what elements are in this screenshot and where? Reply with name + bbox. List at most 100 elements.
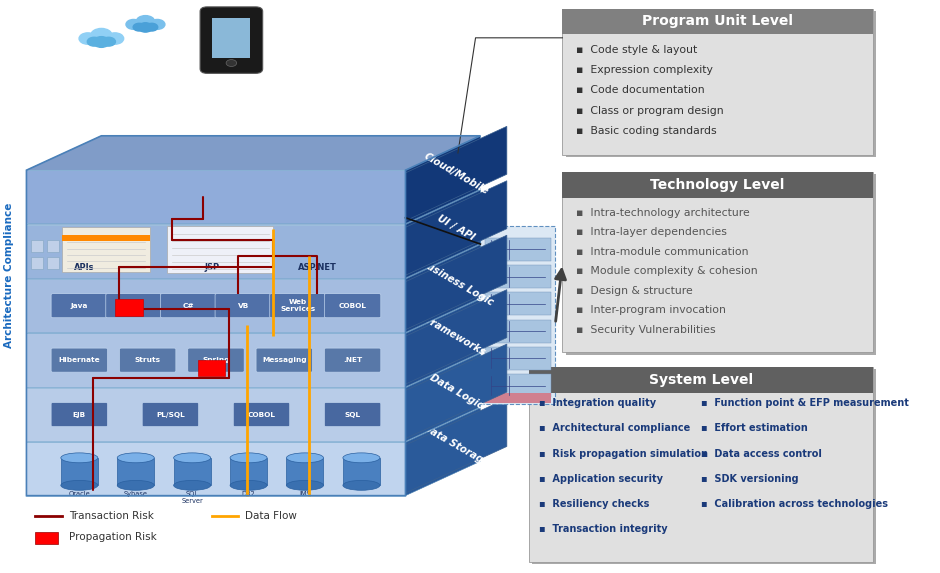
Text: ▪  Application security: ▪ Application security [540,474,664,484]
Polygon shape [405,299,480,387]
Text: Sybase: Sybase [124,491,148,497]
Text: ▪  Design & structure: ▪ Design & structure [575,286,693,296]
Text: ▪  Data access control: ▪ Data access control [700,449,822,458]
Text: Program Unit Level: Program Unit Level [642,14,793,29]
Ellipse shape [118,453,154,463]
Text: Struts: Struts [134,357,161,363]
Text: ▪  Inter-program invocation: ▪ Inter-program invocation [575,305,726,315]
Ellipse shape [343,453,380,463]
Text: Technology Level: Technology Level [650,178,785,192]
Text: ▪  Effort estimation: ▪ Effort estimation [700,423,807,433]
FancyBboxPatch shape [270,293,326,317]
Bar [62,227,149,272]
Text: Propagation Risk: Propagation Risk [69,532,156,543]
FancyBboxPatch shape [215,293,272,317]
Text: ▪  Function point & EFP measurement: ▪ Function point & EFP measurement [700,398,909,408]
Text: ▪  Code style & layout: ▪ Code style & layout [575,45,697,54]
Circle shape [126,19,141,29]
Text: JSP: JSP [204,263,219,272]
FancyBboxPatch shape [233,402,290,426]
Text: Messaging: Messaging [262,357,306,363]
FancyBboxPatch shape [51,348,107,372]
Bar [485,374,551,397]
Bar [566,11,876,157]
Bar [198,360,225,376]
Text: ▪  Transaction integrity: ▪ Transaction integrity [540,524,668,534]
Text: C++: C++ [125,303,143,309]
Polygon shape [26,225,405,278]
Text: ▪  Module complexity & cohesion: ▪ Module complexity & cohesion [575,266,758,276]
FancyBboxPatch shape [188,348,244,372]
Text: ▪  Security Vulnerabilities: ▪ Security Vulnerabilities [575,325,715,335]
Text: APIs: APIs [73,263,94,272]
Circle shape [133,23,145,31]
Text: C#: C# [183,303,195,309]
Circle shape [90,29,112,42]
Text: Web
Services: Web Services [280,299,316,312]
Text: ▪  Calibration across technologies: ▪ Calibration across technologies [700,499,887,509]
FancyBboxPatch shape [106,293,163,317]
Bar [485,347,551,370]
Text: Data Storage: Data Storage [421,423,491,469]
Text: Cloud/Mobile: Cloud/Mobile [422,151,491,196]
Bar [61,458,98,485]
Polygon shape [26,190,480,225]
FancyBboxPatch shape [51,293,107,317]
Text: SQL: SQL [345,411,361,418]
Text: ▪  Intra-technology architecture: ▪ Intra-technology architecture [575,208,749,218]
FancyBboxPatch shape [324,402,381,426]
Text: ▪  Intra-module communication: ▪ Intra-module communication [575,247,748,257]
Polygon shape [26,333,405,387]
Polygon shape [26,170,405,223]
Text: Hibernate: Hibernate [58,357,101,363]
Text: ▪  Code documentation: ▪ Code documentation [575,85,704,95]
Polygon shape [405,344,507,438]
FancyBboxPatch shape [161,293,217,317]
Text: ▪  Basic coding standards: ▪ Basic coding standards [575,126,716,136]
Bar [562,172,872,352]
FancyBboxPatch shape [256,348,312,372]
Text: ▪  SDK versioning: ▪ SDK versioning [700,474,798,484]
Polygon shape [405,245,480,332]
Polygon shape [26,279,405,332]
Circle shape [79,33,97,44]
Bar [562,9,872,34]
Bar [31,240,43,252]
Bar [485,393,551,403]
Circle shape [146,23,158,31]
Text: Transaction Risk: Transaction Risk [69,511,153,521]
Polygon shape [26,136,480,170]
Text: ASP.NET: ASP.NET [298,263,337,272]
FancyBboxPatch shape [142,402,198,426]
Bar [529,367,872,562]
Text: ▪  Risk propagation simulation: ▪ Risk propagation simulation [540,449,709,458]
Text: IMS: IMS [299,491,311,497]
Bar [485,238,551,261]
Text: PL/SQL: PL/SQL [156,411,185,418]
Polygon shape [405,354,480,441]
Polygon shape [26,388,405,441]
Polygon shape [26,442,405,496]
Ellipse shape [118,480,154,490]
FancyBboxPatch shape [51,402,107,426]
Bar [532,369,876,564]
Text: Data Logic: Data Logic [428,372,484,410]
Circle shape [106,33,124,44]
Text: UI / API: UI / API [436,213,477,243]
Circle shape [102,37,116,46]
Text: ▪  Expression complexity: ▪ Expression complexity [575,65,713,75]
Text: ▪  Class or program design: ▪ Class or program design [575,105,723,116]
Bar [566,174,876,355]
Ellipse shape [174,480,211,490]
Ellipse shape [174,453,211,463]
Ellipse shape [287,453,323,463]
Text: ▪  Resiliency checks: ▪ Resiliency checks [540,499,650,509]
Polygon shape [405,398,507,493]
Text: SQL
Server: SQL Server [181,491,203,504]
Bar [562,9,872,155]
Bar [230,458,267,485]
Polygon shape [26,408,480,442]
Text: DB2: DB2 [242,491,256,497]
Bar [36,532,58,544]
Bar [174,458,211,485]
